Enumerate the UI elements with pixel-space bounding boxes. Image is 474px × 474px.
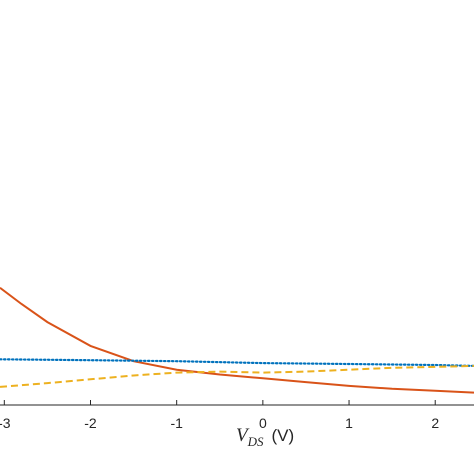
x-axis-subscript: DS	[247, 434, 264, 449]
x-axis-label: VDS (V)	[236, 425, 294, 449]
x-ticks: -3 -2 -1 0 1 2	[0, 400, 439, 431]
x-tick-label: -1	[170, 415, 183, 431]
x-tick-label: -2	[84, 415, 97, 431]
series-line-3	[0, 364, 474, 388]
x-tick-label: 0	[259, 415, 267, 431]
x-tick-label: 2	[431, 415, 439, 431]
x-axis-symbol: V	[236, 425, 250, 446]
series-layer	[0, 287, 474, 394]
x-axis-unit: (V)	[272, 426, 295, 445]
series-line-1	[0, 287, 474, 394]
x-tick-label: -3	[0, 415, 11, 431]
series-line-2	[0, 358, 474, 367]
x-tick-label: 1	[345, 415, 353, 431]
